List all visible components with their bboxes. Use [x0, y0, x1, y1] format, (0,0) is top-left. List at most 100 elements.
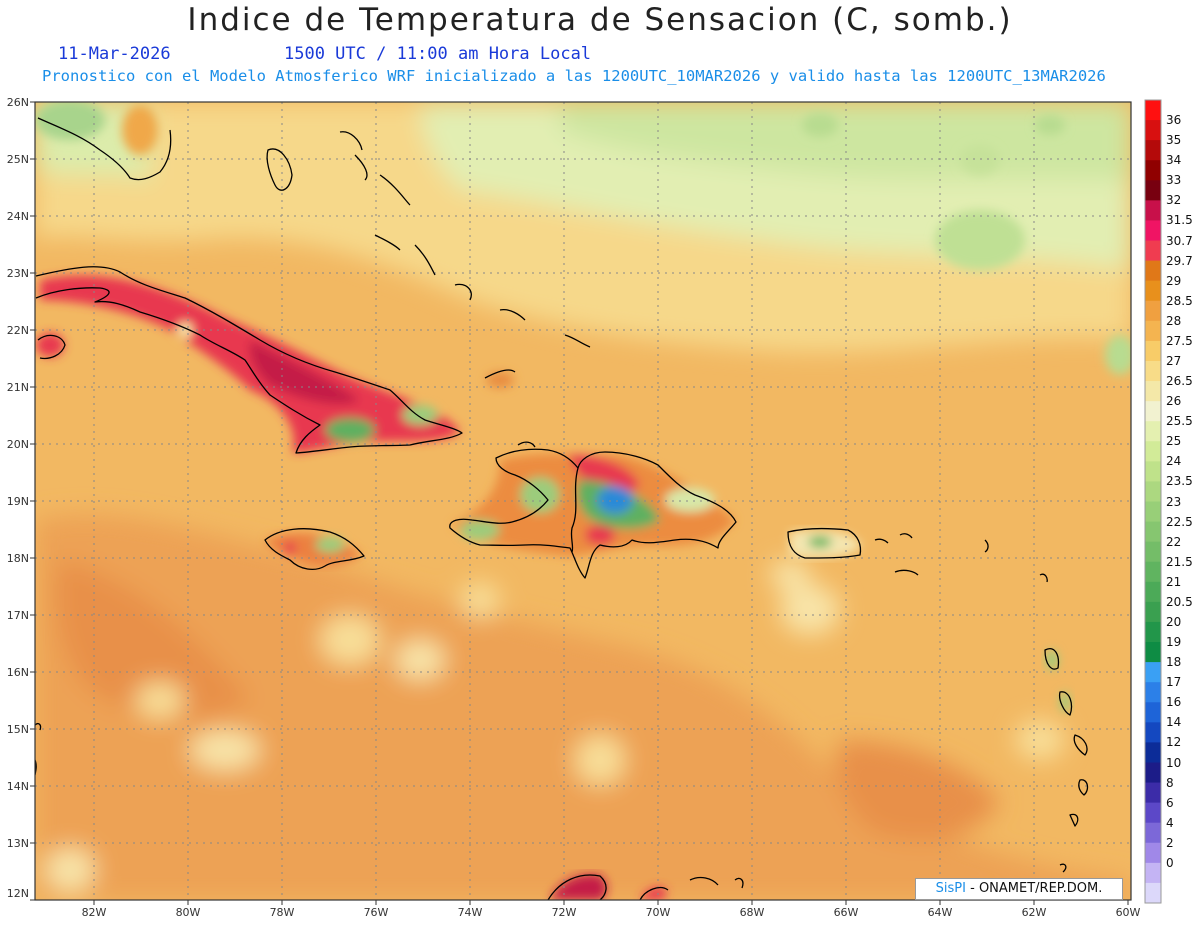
- colorbar-label: 28.5: [1166, 293, 1193, 308]
- lon-label: 64W: [927, 906, 953, 919]
- colorbar-swatch: [1145, 682, 1161, 703]
- colorbar-swatch: [1145, 541, 1161, 563]
- puerto-rico-outline: [787, 528, 862, 559]
- lat-label: 21N: [6, 381, 29, 394]
- colorbar-swatch: [1145, 581, 1161, 603]
- colorbar-label: 25.5: [1166, 414, 1193, 429]
- colorbar-label: 8: [1166, 775, 1174, 790]
- colorbar-swatch: [1145, 862, 1161, 884]
- colorbar-swatch: [1145, 722, 1161, 743]
- lat-label: 26N: [6, 96, 29, 109]
- map-field: [35, 102, 1131, 900]
- lat-label: 13N: [6, 837, 29, 850]
- lat-label: 12N: [6, 887, 29, 900]
- lat-label: 18N: [6, 552, 29, 565]
- colorbar-label: 27: [1166, 354, 1182, 368]
- colorbar-label: 32: [1166, 193, 1182, 208]
- lat-label: 22N: [6, 324, 29, 337]
- colorbar-swatch: [1145, 320, 1161, 342]
- colorbar-swatch: [1145, 280, 1161, 302]
- lon-label: 74W: [457, 906, 483, 919]
- colorbar-swatch: [1145, 702, 1161, 723]
- credit-org: - ONAMET/REP.DOM.: [965, 881, 1103, 896]
- colorbar-label: 29.7: [1166, 253, 1193, 268]
- colorbar-label: 19: [1166, 635, 1182, 649]
- lat-label: 14N: [6, 780, 29, 793]
- lat-label: 25N: [6, 153, 29, 166]
- colorbar-label: 36: [1166, 113, 1182, 128]
- isla-juventud: [37, 334, 66, 360]
- colorbar-label: 14: [1166, 715, 1182, 730]
- colorbar: [1145, 100, 1161, 904]
- colorbar-label: 33: [1166, 173, 1182, 188]
- colorbar-swatch: [1145, 441, 1161, 462]
- colorbar-swatch: [1145, 180, 1161, 201]
- lon-label: 72W: [551, 906, 577, 919]
- colorbar-label: 35: [1166, 133, 1182, 148]
- lon-label: 66W: [833, 906, 859, 919]
- colorbar-label: 26.5: [1166, 374, 1193, 389]
- colorbar-swatch: [1145, 762, 1161, 784]
- colorbar-label: 20: [1166, 614, 1182, 629]
- colorbar-swatch: [1145, 662, 1161, 683]
- lon-label: 68W: [739, 906, 765, 919]
- colorbar-swatch: [1145, 802, 1161, 824]
- colorbar-swatch: [1145, 461, 1161, 482]
- colorbar-swatch: [1145, 220, 1161, 242]
- lat-label: 24N: [6, 210, 29, 223]
- colorbar-label: 20.5: [1166, 594, 1193, 609]
- colorbar-swatch: [1145, 742, 1161, 763]
- colorbar-label: 2: [1166, 835, 1174, 850]
- colorbar-label: 26: [1166, 394, 1182, 409]
- lat-label: 16N: [6, 666, 29, 679]
- lon-label: 76W: [363, 906, 389, 919]
- colorbar-swatch: [1145, 100, 1161, 121]
- colorbar-swatch: [1145, 822, 1161, 844]
- colorbar-label: 24: [1166, 454, 1182, 469]
- colorbar-swatch: [1145, 601, 1161, 623]
- colorbar-label: 22: [1166, 534, 1182, 549]
- colorbar-label: 18: [1166, 655, 1182, 670]
- model-description: Pronostico con el Modelo Atmosferico WRF…: [42, 67, 1106, 85]
- colorbar-swatch: [1145, 621, 1161, 643]
- colorbar-swatch: [1145, 240, 1161, 262]
- forecast-time: 1500 UTC / 11:00 am Hora Local: [284, 44, 592, 64]
- colorbar-swatch: [1145, 642, 1161, 663]
- lat-label: 19N: [6, 495, 29, 508]
- lesser-antilles: [894, 539, 1089, 873]
- colorbar-label: 4: [1166, 815, 1174, 830]
- colorbar-swatch: [1145, 160, 1161, 181]
- colorbar-label: 17: [1166, 675, 1182, 690]
- graticule: [35, 102, 1131, 900]
- lon-label: 70W: [645, 906, 671, 919]
- colorbar-label: 23.5: [1166, 474, 1193, 489]
- colorbar-swatch: [1145, 782, 1161, 804]
- credit-brand: SisPI: [935, 881, 966, 896]
- credit-box: SisPI - ONAMET/REP.DOM.: [915, 878, 1123, 900]
- cuba-outline: [35, 266, 463, 454]
- colorbar-label: 34: [1166, 153, 1182, 168]
- colorbar-frame: [1144, 99, 1162, 904]
- axis-ticks: [30, 101, 1129, 905]
- colorbar-label: 16: [1166, 695, 1182, 710]
- colorbar-label: 6: [1166, 795, 1174, 810]
- colorbar-swatch: [1145, 360, 1161, 382]
- colorbar-label: 22.5: [1166, 514, 1193, 529]
- colorbar-swatch: [1145, 200, 1161, 221]
- bahamas-andros: [266, 148, 293, 191]
- colorbar-swatch: [1145, 481, 1161, 502]
- colorbar-label: 28: [1166, 313, 1182, 328]
- lon-label: 80W: [175, 906, 201, 919]
- colorbar-swatch: [1145, 561, 1161, 583]
- venezuela-coast: [547, 874, 744, 900]
- colorbar-label: 21: [1166, 574, 1182, 589]
- bahamas-islands: [339, 131, 591, 379]
- colorbar-swatch: [1145, 421, 1161, 442]
- colorbar-swatch: [1145, 401, 1161, 422]
- lat-label: 23N: [6, 267, 29, 280]
- colorbar-label: 30.7: [1166, 233, 1193, 248]
- colorbar-swatch: [1145, 300, 1161, 322]
- colorbar-swatch: [1145, 882, 1161, 904]
- colorbar-swatch: [1145, 521, 1161, 543]
- colorbar-label: 31.5: [1166, 213, 1193, 228]
